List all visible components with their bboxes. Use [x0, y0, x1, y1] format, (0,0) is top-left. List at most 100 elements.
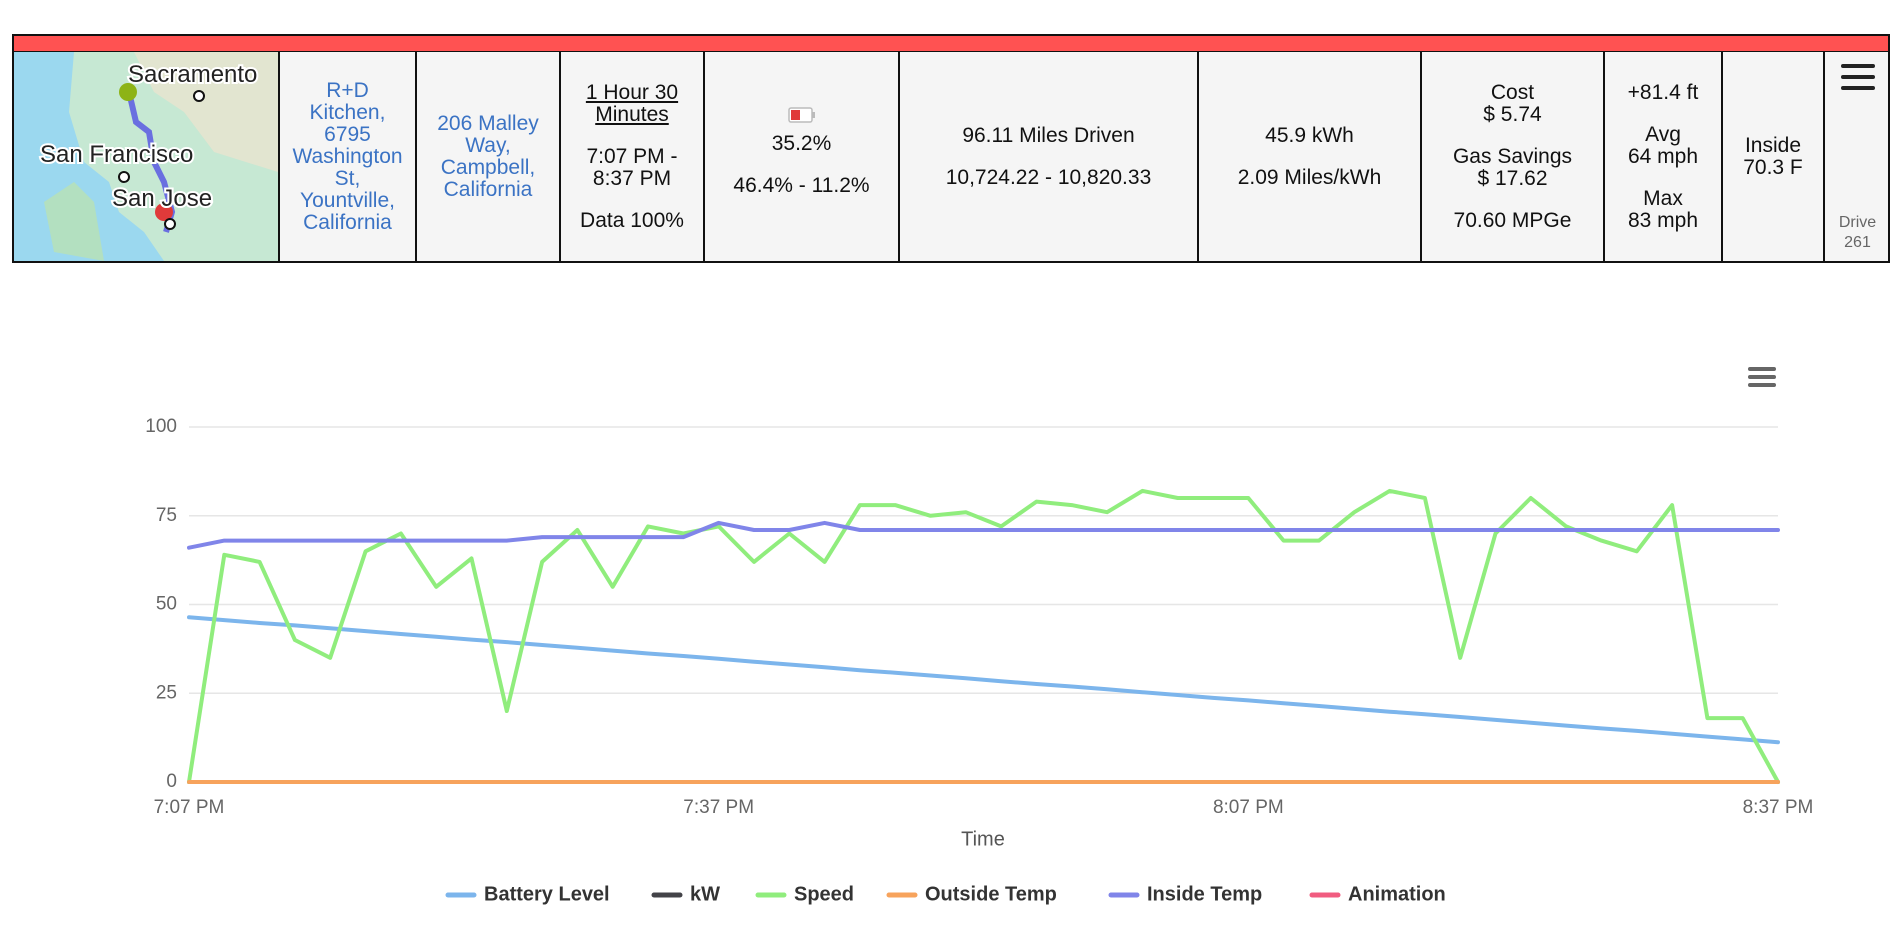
summary-cell: Inside 70.3 F	[1721, 52, 1823, 261]
summary-cell: 1 Hour 30 Minutes 7:07 PM - 8:37 PM Data 1…	[559, 52, 703, 261]
cell-group: 206 Malley Way, Campbell, California	[423, 111, 553, 201]
cell-group: 96.11 Miles Driven	[962, 123, 1135, 147]
cell-group: 1 Hour 30 Minutes	[567, 80, 697, 126]
x-tick-label: 8:37 PM	[1743, 797, 1814, 818]
battery-fill	[790, 109, 800, 120]
cell-text: 45.9 kWh	[1265, 123, 1354, 147]
chart: Time 0 25 50 75 100 7:07 PM 7:37 PM 8:07 PM 8:37…	[145, 367, 1814, 905]
series-line	[187, 520, 1780, 550]
menu-bar	[1840, 75, 1875, 79]
cell-text: $ 5.74	[1483, 102, 1542, 126]
cell-group: 46.4% - 11.2%	[733, 173, 870, 197]
land	[134, 52, 278, 172]
cell-text: 10,724.22 - 10,820.33	[945, 165, 1152, 189]
cell-group: 70.60 MPGe	[1453, 208, 1572, 232]
cell-text[interactable]: R+D Kitchen, 6795 Washington St, Yountvi…	[292, 78, 403, 234]
city-dot	[193, 90, 205, 102]
city-dot	[118, 171, 130, 183]
y-tick-label: 50	[156, 594, 177, 615]
cell-text: 70.60 MPGe	[1453, 208, 1572, 232]
summary-cell: Drive 261	[1823, 52, 1890, 261]
legend-label[interactable]: Speed	[794, 883, 854, 905]
x-tick-label: 8:07 PM	[1213, 797, 1284, 818]
summary-cell: 45.9 kWh 2.09 Miles/kWh	[1197, 52, 1420, 261]
cell-text: $ 17.62	[1477, 166, 1548, 190]
cell-text: Max	[1643, 186, 1683, 210]
status-bar	[12, 34, 1890, 51]
cell-group: Inside 70.3 F	[1743, 133, 1803, 179]
y-tick-label: 25	[156, 682, 177, 703]
legend-label[interactable]: Battery Level	[484, 883, 610, 905]
cell-text: Cost	[1490, 80, 1535, 104]
summary-cell: 206 Malley Way, Campbell, California	[415, 52, 559, 261]
cell-text: 7:07 PM - 8:37 PM	[586, 144, 678, 190]
menu-icon	[1840, 64, 1875, 90]
summary-cell: R+D Kitchen, 6795 Washington St, Yountvi…	[278, 52, 415, 261]
menu-bar	[1748, 367, 1776, 371]
y-tick-label: 0	[166, 771, 177, 792]
cell-group: 35.2%	[771, 131, 832, 155]
x-tick-label: 7:37 PM	[683, 797, 754, 818]
menu-bar	[1748, 383, 1776, 387]
cell-text: 70.3 F	[1743, 155, 1803, 179]
cell-group: Drive 261	[1839, 213, 1876, 253]
cell-text: 1 Hour 30 Minutes	[585, 80, 679, 126]
menu-bar	[1840, 64, 1875, 68]
land	[44, 182, 104, 261]
menu-bar	[1748, 375, 1776, 379]
cell-group: Data 100%	[580, 208, 684, 232]
map-label: San Jose	[112, 185, 212, 212]
legend-label[interactable]: Inside Temp	[1147, 883, 1262, 905]
cell-text: 46.4% - 11.2%	[733, 173, 870, 197]
series-line	[187, 488, 1780, 784]
summary-cell: 96.11 Miles Driven 10,724.22 - 10,820.33	[898, 52, 1197, 261]
cell-text: Data 100%	[580, 208, 684, 232]
cell-group: Max 83 mph	[1627, 186, 1699, 232]
summary-cell: +81.4 ft Avg 64 mph Max 83 mph	[1603, 52, 1721, 261]
map[interactable]: Sacramento San Francisco San Jose	[14, 52, 278, 261]
cell-group: R+D Kitchen, 6795 Washington St, Yountvi…	[286, 78, 409, 234]
series-line	[187, 615, 1780, 745]
cell-text: 261	[1844, 234, 1871, 251]
battery-icon	[787, 106, 815, 123]
battery-tip	[811, 111, 815, 118]
cell-group: Avg 64 mph	[1627, 122, 1699, 168]
menu-button[interactable]	[1840, 62, 1875, 98]
cell-text: 83 mph	[1627, 208, 1699, 232]
summary-cell: 35.2% 46.4% - 11.2%	[703, 52, 898, 261]
legend-label[interactable]: Animation	[1348, 883, 1446, 905]
cell-text: +81.4 ft	[1627, 80, 1699, 104]
cell-group: 2.09 Miles/kWh	[1237, 165, 1382, 189]
cell-text: 96.11 Miles Driven	[962, 123, 1135, 147]
cell-group: Cost $ 5.74	[1483, 80, 1542, 126]
cell-group: +81.4 ft	[1627, 80, 1699, 104]
cell-group: 10,724.22 - 10,820.33	[945, 165, 1152, 189]
cell-text: Avg	[1645, 122, 1681, 146]
drive-summary: Sacramento San Francisco San Jose R+D Ki…	[12, 51, 1890, 263]
cell-text: 2.09 Miles/kWh	[1237, 165, 1382, 189]
cell-text: Drive	[1838, 214, 1877, 231]
city-dot	[164, 218, 176, 230]
cell-group: 7:07 PM - 8:37 PM	[567, 144, 697, 190]
legend-label[interactable]: kW	[690, 883, 720, 905]
end-marker	[155, 203, 173, 221]
cell-text[interactable]: 206 Malley Way, Campbell, California	[437, 111, 539, 201]
menu-bar	[1840, 86, 1875, 90]
legend-label[interactable]: Outside Temp	[925, 883, 1057, 905]
start-marker	[119, 83, 137, 101]
cell-text: 35.2%	[771, 131, 832, 155]
y-tick-label: 100	[145, 416, 177, 437]
chart-menu[interactable]	[1748, 367, 1776, 387]
x-axis-title: Time	[961, 828, 1005, 850]
cell-group: 45.9 kWh	[1265, 123, 1354, 147]
map-label: Sacramento	[128, 61, 257, 88]
summary-cell: Cost $ 5.74 Gas Savings $ 17.62 70.60 MPGe	[1420, 52, 1603, 261]
x-tick-label: 7:07 PM	[154, 797, 225, 818]
y-tick-label: 75	[156, 505, 177, 526]
cell-text: Gas Savings	[1452, 144, 1573, 168]
cell-text: 64 mph	[1627, 144, 1699, 168]
cell-group: Gas Savings $ 17.62	[1452, 144, 1573, 190]
map-label: San Francisco	[40, 141, 193, 168]
cell-text: Inside	[1744, 133, 1802, 157]
